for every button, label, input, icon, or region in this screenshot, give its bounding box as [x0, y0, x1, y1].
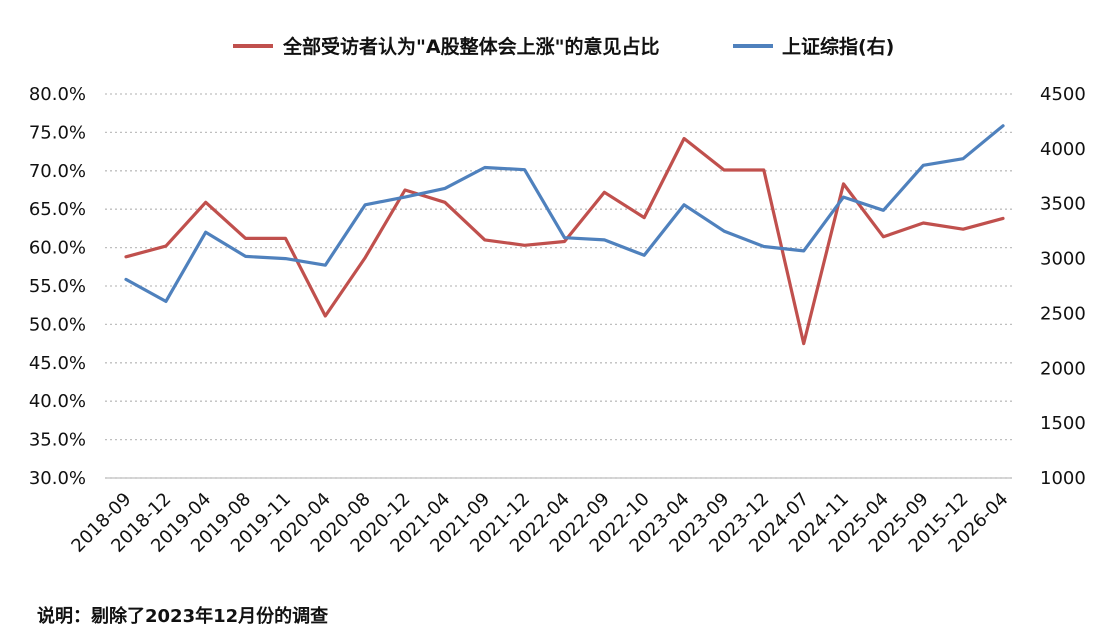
left-tick-label: 50.0% [29, 314, 86, 335]
x-axis: 2018-092018-122019-042019-082019-112020-… [67, 477, 1013, 557]
right-axis: 1000 1500 2000 2500 3000 3500 4000 4500 [1040, 84, 1086, 489]
right-tick-label: 2500 [1040, 303, 1086, 324]
legend: 全部受访者认为"A股整体会上涨"的意见占比 上证综指(右) [233, 35, 894, 58]
left-tick-label: 35.0% [29, 430, 86, 451]
left-tick-label: 55.0% [29, 276, 86, 297]
right-tick-label: 3500 [1040, 194, 1086, 215]
series-line-1 [124, 136, 1005, 346]
series-lines [124, 124, 1005, 346]
left-tick-label: 60.0% [29, 238, 86, 259]
series-line-2 [124, 124, 1005, 303]
right-tick-label: 1000 [1040, 468, 1086, 489]
right-tick-label: 1500 [1040, 413, 1086, 434]
right-tick-label: 4500 [1040, 84, 1086, 105]
left-tick-label: 45.0% [29, 353, 86, 374]
left-axis: 30.0% 35.0% 40.0% 45.0% 50.0% 55.0% 60.0% 65.0%… [29, 84, 86, 489]
left-tick-label: 40.0% [29, 391, 86, 412]
right-tick-label: 4000 [1040, 139, 1086, 160]
left-tick-label: 65.0% [29, 199, 86, 220]
left-tick-label: 30.0% [29, 468, 86, 489]
left-tick-label: 70.0% [29, 161, 86, 182]
legend-label-1: 全部受访者认为"A股整体会上涨"的意见占比 [282, 35, 660, 58]
right-tick-label: 2000 [1040, 358, 1086, 379]
grid-lines [105, 93, 1012, 479]
left-tick-label: 75.0% [29, 122, 86, 143]
legend-label-2: 上证综指(右) [782, 35, 894, 58]
left-tick-label: 80.0% [29, 84, 86, 105]
chart-note: 说明：剔除了2023年12月份的调查 [37, 606, 329, 627]
right-tick-label: 3000 [1040, 249, 1086, 270]
